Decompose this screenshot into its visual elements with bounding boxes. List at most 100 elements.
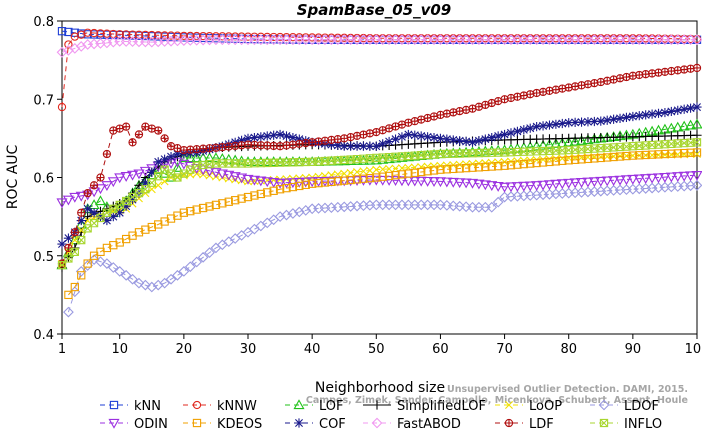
series-line xyxy=(68,151,698,296)
data-point xyxy=(154,220,163,229)
data-point xyxy=(569,135,581,146)
data-point xyxy=(295,181,304,191)
data-point xyxy=(665,172,677,183)
data-point xyxy=(109,241,118,250)
data-point xyxy=(384,171,394,181)
legend-entry-loop: LoOP xyxy=(495,399,562,414)
data-point xyxy=(231,196,240,205)
citation-line-2: Campos, Zimek, Sander, Campello, Micenko… xyxy=(306,395,688,406)
data-point xyxy=(218,32,227,41)
data-point xyxy=(166,152,176,162)
data-point xyxy=(269,130,279,140)
data-point xyxy=(583,117,593,127)
data-point xyxy=(519,125,529,135)
data-point xyxy=(288,182,298,192)
data-point xyxy=(588,177,600,188)
data-point xyxy=(327,177,336,187)
data-point xyxy=(237,194,246,203)
data-point xyxy=(474,163,484,172)
data-point xyxy=(468,163,477,172)
data-point xyxy=(692,63,702,73)
data-point xyxy=(596,77,605,87)
data-point xyxy=(480,134,490,144)
data-point xyxy=(371,141,381,151)
data-point xyxy=(83,212,93,222)
legend: kNN kNNW LOF SimplifiedLOF LoOP LDOF ODIN KDEOS… xyxy=(100,399,662,432)
data-point xyxy=(95,256,106,267)
legend-label: COF xyxy=(319,417,346,432)
data-point xyxy=(615,152,625,161)
data-point xyxy=(692,102,702,112)
data-point xyxy=(256,32,265,41)
data-point xyxy=(447,177,459,188)
data-point xyxy=(101,258,113,269)
series-inflo xyxy=(57,138,702,270)
data-point xyxy=(365,173,375,183)
data-point xyxy=(198,203,208,213)
data-point xyxy=(248,175,260,186)
legend-entry-simplifiedlof: SimplifiedLOF xyxy=(363,399,486,414)
legend-entry-ldf: LDF xyxy=(495,417,554,432)
data-point xyxy=(615,113,625,123)
data-point xyxy=(282,183,291,193)
data-point xyxy=(166,214,176,223)
data-point xyxy=(205,202,214,211)
data-point xyxy=(75,41,87,52)
data-point xyxy=(455,136,465,146)
data-point xyxy=(147,222,156,232)
data-point xyxy=(243,192,253,202)
data-point xyxy=(314,178,323,188)
data-point xyxy=(102,29,112,38)
data-point xyxy=(134,228,144,237)
x-tick-label: 100 xyxy=(685,342,702,357)
data-point xyxy=(140,279,151,291)
data-point xyxy=(673,149,682,158)
data-point xyxy=(250,191,259,200)
data-point xyxy=(192,205,201,214)
x-tick-label: 1 xyxy=(58,342,66,357)
data-point xyxy=(173,31,182,40)
series-layer xyxy=(56,27,702,318)
data-point xyxy=(537,139,549,150)
legend-entry-odin: ODIN xyxy=(100,417,168,432)
data-point xyxy=(614,175,626,186)
data-point xyxy=(89,208,99,218)
data-point xyxy=(609,114,619,124)
data-point xyxy=(391,171,400,180)
data-point xyxy=(672,121,684,132)
data-point xyxy=(77,208,86,217)
data-point xyxy=(173,211,182,220)
data-point xyxy=(564,83,573,92)
data-point xyxy=(141,225,150,234)
data-point xyxy=(691,171,702,181)
data-point xyxy=(390,134,401,144)
data-point xyxy=(165,273,177,285)
data-point xyxy=(282,32,291,42)
data-point xyxy=(340,176,349,185)
axes-layer: 1 10 20 30 40 50 60 70 80 90 100 0.4 0.5 0.6 0.7 0.8 xyxy=(33,15,702,357)
data-point xyxy=(524,181,536,192)
data-point xyxy=(436,110,445,120)
data-point xyxy=(64,40,73,49)
data-point xyxy=(467,137,478,147)
data-point xyxy=(500,161,509,170)
data-point xyxy=(294,134,304,144)
data-point xyxy=(627,174,639,185)
x-tick-label: 60 xyxy=(432,342,449,357)
data-point xyxy=(691,118,702,129)
data-point xyxy=(115,208,125,218)
data-point xyxy=(146,281,158,293)
data-point xyxy=(504,418,514,428)
data-point xyxy=(166,31,176,40)
data-point xyxy=(429,132,439,143)
x-tick-label: 10 xyxy=(111,342,128,357)
data-point xyxy=(410,130,420,140)
data-point xyxy=(512,126,523,136)
data-point xyxy=(250,32,259,41)
x-tick-label: 50 xyxy=(368,342,385,357)
data-point xyxy=(417,167,426,177)
data-point xyxy=(365,141,375,151)
data-point xyxy=(83,189,92,198)
data-point xyxy=(75,191,87,202)
data-point xyxy=(442,165,451,174)
